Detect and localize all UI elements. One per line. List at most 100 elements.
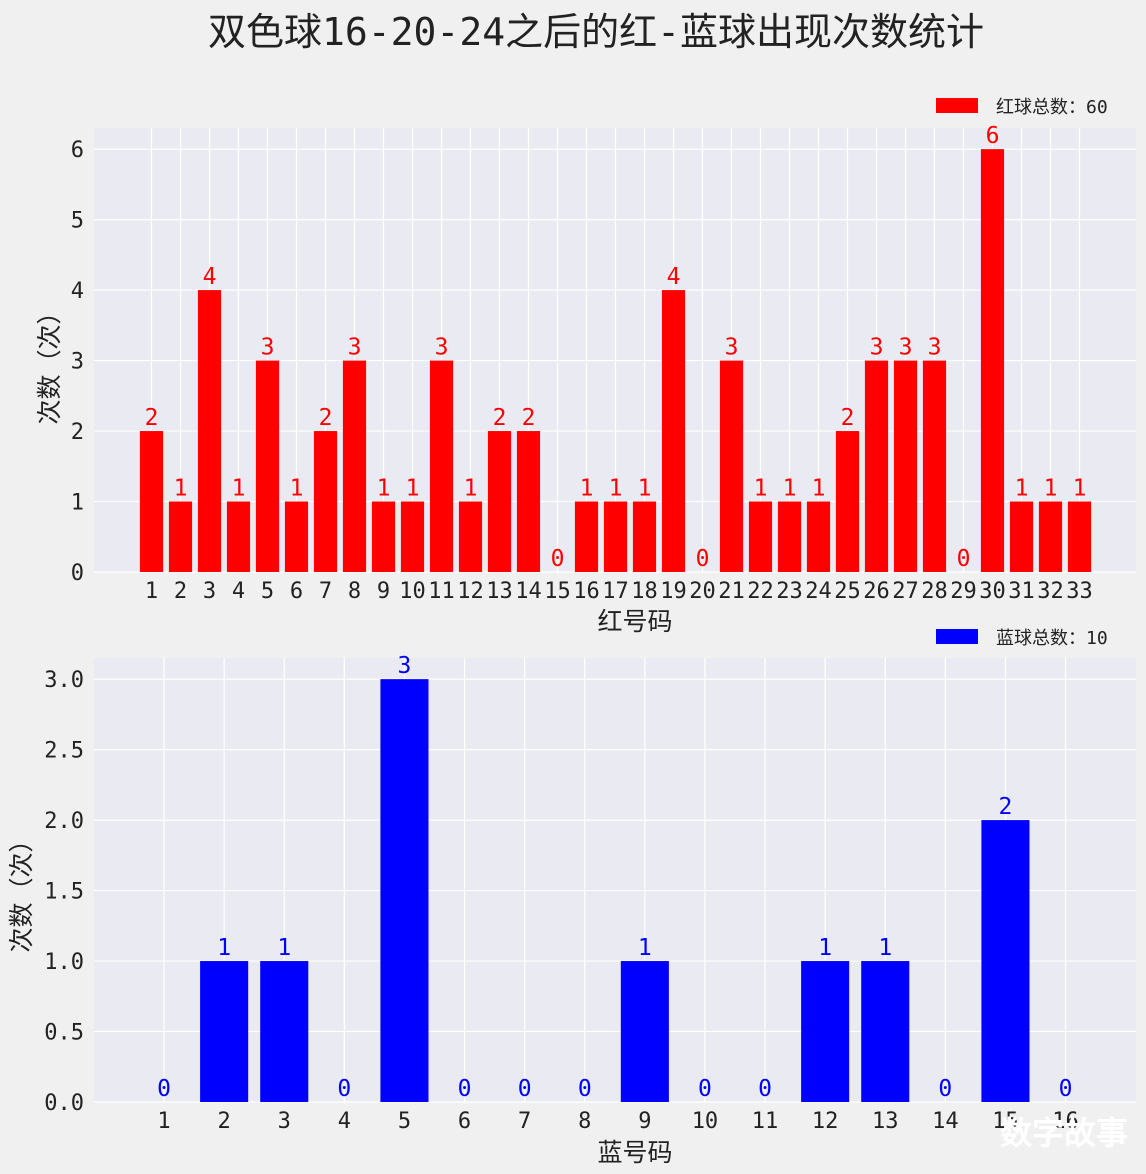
bar-value-label: 3 [348,335,362,361]
x-tick-label: 21 [718,579,745,604]
bar [487,431,512,572]
x-tick-label: 7 [518,1109,531,1134]
bar [429,360,454,572]
y-tick-label: 5 [71,209,84,234]
x-tick-label: 10 [692,1109,719,1134]
y-tick-label: 1 [71,491,84,516]
bar [168,501,193,572]
bar-value-label: 1 [878,935,892,961]
x-tick-label: 15 [992,1109,1019,1134]
x-tick-label: 27 [892,579,919,604]
x-tick-label: 30 [979,579,1006,604]
x-tick-label: 19 [660,579,687,604]
bar-value-label: 1 [754,476,768,502]
bar-value-label: 2 [522,405,536,431]
y-tick-label: 4 [71,279,84,304]
y-tick-label: 2.0 [44,809,84,834]
bar [922,360,947,572]
bar-value-label: 0 [1059,1076,1073,1102]
y-tick-label: 0 [71,561,84,586]
blue-ball-chart: 0.00.51.01.52.02.53.00112130435060708190… [7,628,1136,1167]
bar [200,961,249,1102]
x-tick-label: 18 [631,579,658,604]
bar [400,501,425,572]
x-tick-label: 22 [747,579,774,604]
x-tick-label: 9 [638,1109,651,1134]
x-tick-label: 31 [1008,579,1035,604]
bar [632,501,657,572]
bar-value-label: 0 [518,1076,532,1102]
bar-value-label: 1 [783,476,797,502]
y-tick-label: 1.5 [44,880,84,905]
x-tick-label: 28 [921,579,948,604]
bar [197,290,222,572]
bar-value-label: 4 [203,264,217,290]
bar-value-label: 1 [580,476,594,502]
x-tick-label: 1 [145,579,158,604]
bar-value-label: 0 [578,1076,592,1102]
x-tick-label: 8 [578,1109,591,1134]
y-tick-label: 3 [71,350,84,375]
bar [1009,501,1034,572]
bar [574,501,599,572]
y-tick-label: 6 [71,138,84,163]
bar-value-label: 0 [696,546,710,572]
x-tick-label: 14 [515,579,542,604]
x-tick-label: 1 [157,1109,170,1134]
bar-value-label: 2 [145,405,159,431]
x-tick-label: 11 [752,1109,779,1134]
x-tick-label: 12 [812,1109,839,1134]
bar [313,431,338,572]
legend-label: 红球总数：60 [996,97,1108,118]
bar-value-label: 1 [290,476,304,502]
x-tick-label: 3 [203,579,216,604]
bar-value-label: 3 [398,653,412,679]
x-tick-label: 12 [457,579,484,604]
bar-value-label: 2 [319,405,333,431]
bar-value-label: 1 [638,476,652,502]
bar [603,501,628,572]
bar-value-label: 4 [667,264,681,290]
bar [864,360,889,572]
bar-value-label: 0 [337,1076,351,1102]
bar [620,961,669,1102]
watermark: 数字故事 [1000,1114,1128,1152]
bar [260,961,309,1102]
x-tick-label: 5 [398,1109,411,1134]
x-tick-label: 14 [932,1109,959,1134]
bar-value-label: 3 [899,335,913,361]
bar [835,431,860,572]
bar-value-label: 1 [406,476,420,502]
bar [342,360,367,572]
bar [861,961,910,1102]
bar-value-label: 3 [870,335,884,361]
bar [226,501,251,572]
x-tick-label: 24 [805,579,832,604]
bar-value-label: 1 [818,935,832,961]
y-tick-label: 0.5 [44,1021,84,1046]
bar-value-label: 1 [232,476,246,502]
bar-value-label: 1 [1015,476,1029,502]
bar-value-label: 0 [698,1076,712,1102]
legend-label: 蓝球总数：10 [996,628,1108,649]
bar [380,679,429,1102]
y-axis-label: 次数（次） [35,299,64,424]
bar-value-label: 1 [277,935,291,961]
x-tick-label: 4 [338,1109,351,1134]
x-tick-label: 17 [602,579,629,604]
bar-value-label: 1 [377,476,391,502]
bar-value-label: 1 [174,476,188,502]
bar [1038,501,1063,572]
x-axis-label: 红号码 [597,607,672,636]
bar-value-label: 0 [938,1076,952,1102]
x-tick-label: 10 [399,579,426,604]
bar [806,501,831,572]
bar-value-label: 0 [957,546,971,572]
bar [777,501,802,572]
x-tick-label: 6 [290,579,303,604]
bar-value-label: 0 [458,1076,472,1102]
bar-value-label: 1 [812,476,826,502]
x-tick-label: 11 [428,579,455,604]
bar [516,431,541,572]
